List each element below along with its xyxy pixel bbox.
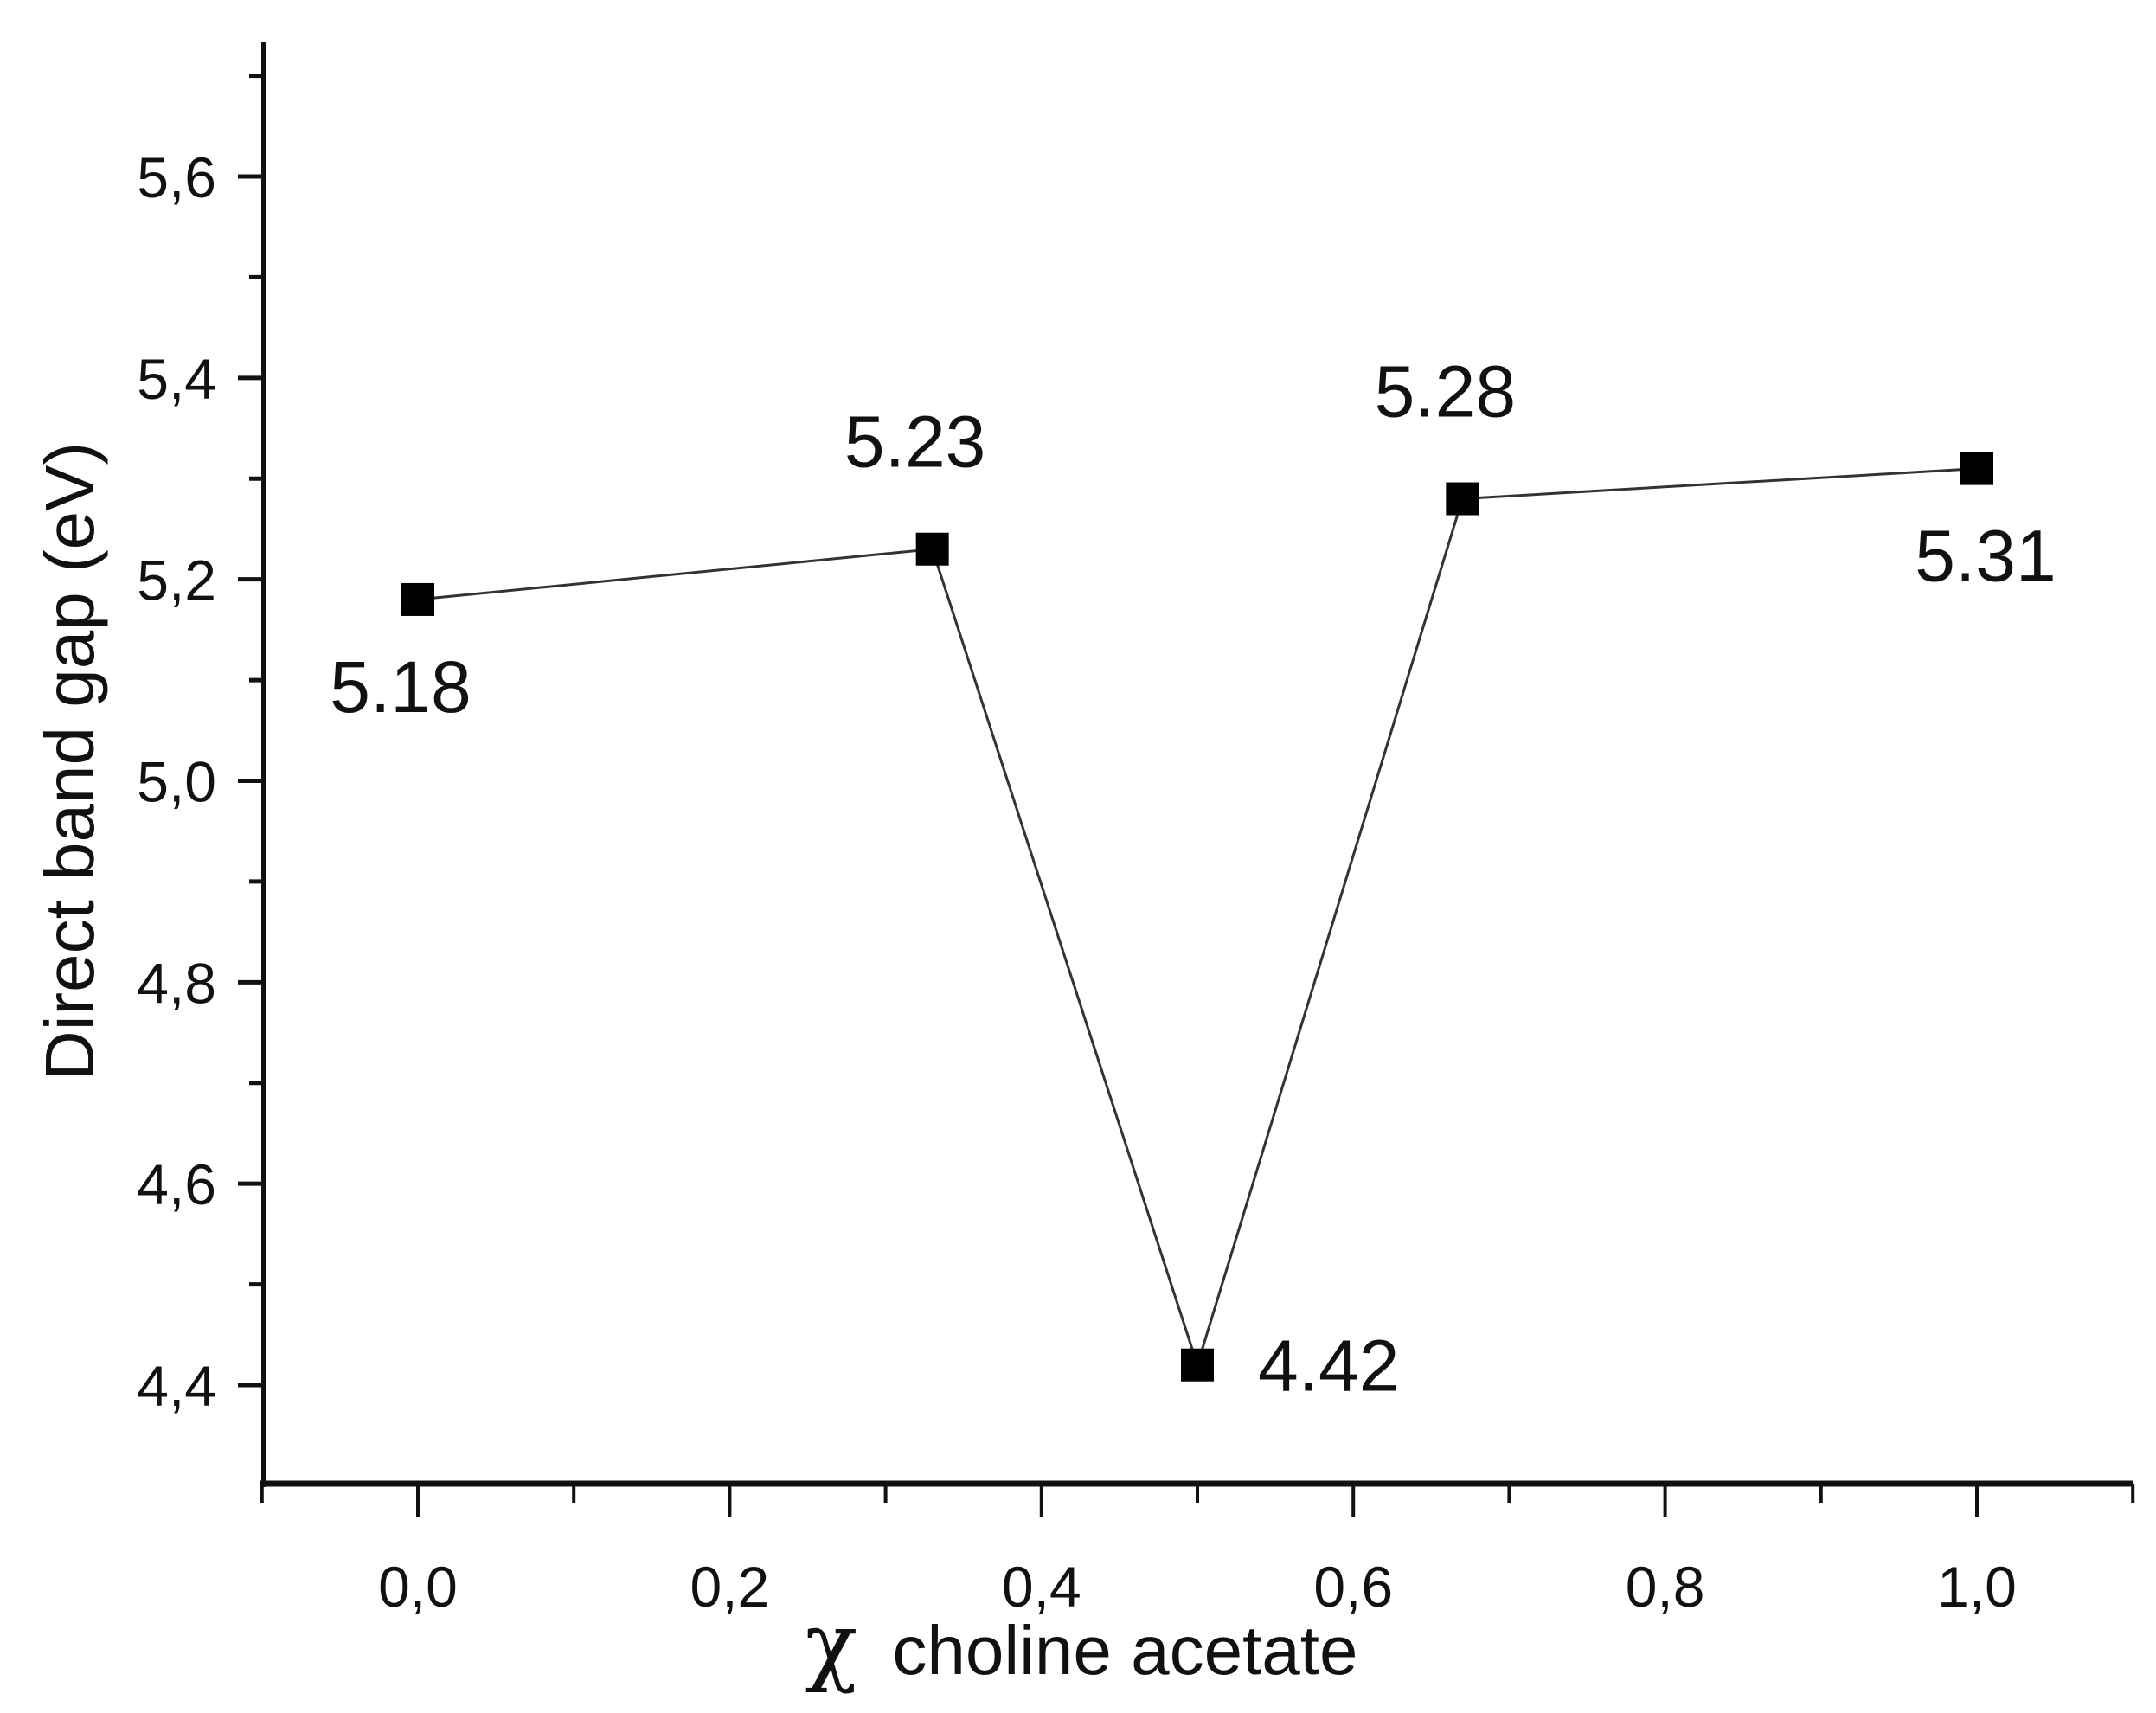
data-point-marker bbox=[401, 582, 434, 616]
data-value-label: 4.42 bbox=[1258, 1325, 1400, 1407]
axes bbox=[260, 42, 2133, 1487]
data-labels: 5.18 5.23 4.42 5.28 5.31 bbox=[330, 351, 2057, 1407]
y-tick-label: 5,6 bbox=[137, 145, 216, 209]
data-point-marker bbox=[1960, 452, 1993, 485]
x-tick-label: 0,4 bbox=[1002, 1555, 1081, 1619]
series-line bbox=[417, 467, 1978, 1370]
data-point-marker bbox=[1446, 482, 1479, 516]
data-point-marker bbox=[1181, 1348, 1214, 1382]
y-tick-label: 5,0 bbox=[137, 750, 216, 814]
y-tick-label: 5,4 bbox=[137, 347, 216, 411]
y-tick-label: 4,6 bbox=[137, 1152, 216, 1216]
data-value-label: 5.31 bbox=[1915, 516, 2057, 597]
data-point-marker bbox=[915, 532, 949, 566]
x-axis-title-text: choline acetate bbox=[892, 1612, 1357, 1689]
x-tick-label: 0,2 bbox=[690, 1555, 770, 1619]
ticks: 4,4 4,6 4,8 5,0 5,2 5,4 5,6 0,0 0,2 0,4 0,6 0,8 1,0 bbox=[137, 74, 2135, 1619]
data-value-label: 5.28 bbox=[1375, 351, 1517, 433]
y-tick-label: 5,2 bbox=[137, 549, 216, 613]
data-value-label: 5.23 bbox=[844, 401, 986, 483]
y-tick-label: 4,4 bbox=[137, 1354, 216, 1418]
x-tick-label: 0,6 bbox=[1313, 1555, 1393, 1619]
y-tick-label: 4,8 bbox=[137, 951, 216, 1015]
y-axis-title: Direct band gap (eV) bbox=[31, 442, 108, 1081]
x-axis-title: χ choline acetate bbox=[805, 1594, 1357, 1695]
x-tick-label: 0,0 bbox=[378, 1555, 458, 1619]
x-tick-label: 1,0 bbox=[1937, 1555, 2017, 1619]
chi-symbol: χ bbox=[805, 1594, 857, 1695]
data-series bbox=[401, 452, 1993, 1382]
x-tick-label: 0,8 bbox=[1626, 1555, 1705, 1619]
data-value-label: 5.18 bbox=[330, 646, 472, 728]
